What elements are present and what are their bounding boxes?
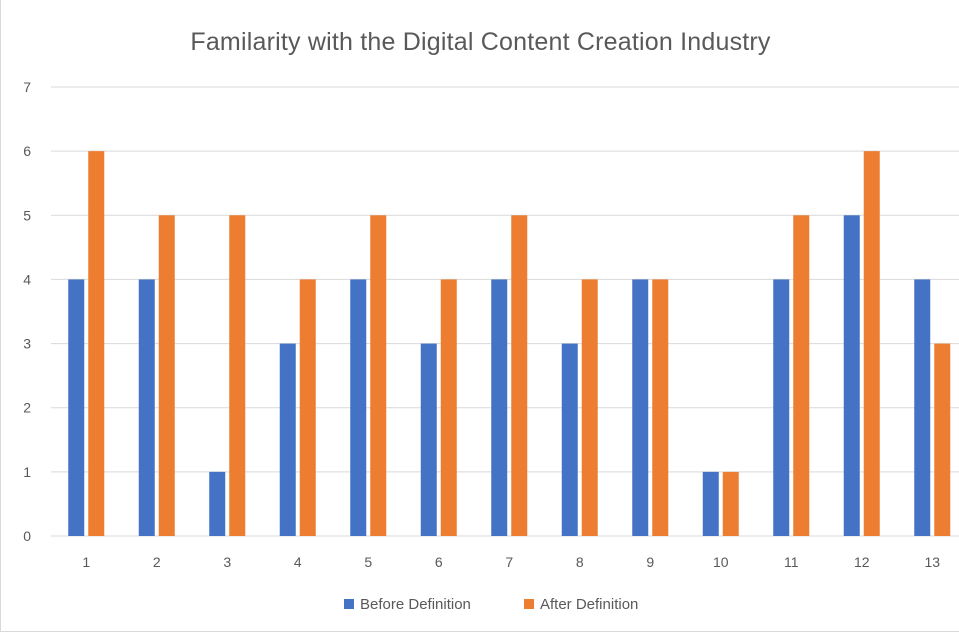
- x-tick-label: 3: [223, 554, 231, 570]
- x-tick-label: 6: [435, 554, 443, 570]
- legend-label-after: After Definition: [540, 596, 638, 613]
- y-tick-label: 6: [23, 143, 31, 159]
- legend-swatch-after: [524, 599, 534, 609]
- bar-after-definition: [511, 215, 528, 537]
- bar-before-definition: [843, 215, 860, 537]
- y-tick-label: 0: [23, 528, 31, 544]
- bar-before-definition: [632, 279, 649, 536]
- bar-after-definition: [722, 471, 739, 536]
- bar-before-definition: [68, 279, 85, 536]
- x-tick-label: 1: [82, 554, 90, 570]
- x-tick-label: 8: [576, 554, 584, 570]
- bar-after-definition: [370, 215, 387, 537]
- bar-before-definition: [773, 279, 790, 536]
- bar-before-definition: [279, 343, 296, 536]
- y-tick-label: 4: [23, 271, 31, 287]
- bar-before-definition: [209, 471, 226, 536]
- bar-before-definition: [350, 279, 367, 536]
- bars: [68, 151, 951, 537]
- bar-before-definition: [914, 279, 931, 536]
- x-tick-label: 10: [713, 554, 729, 570]
- legend-swatch-before: [344, 599, 354, 609]
- bar-after-definition: [581, 279, 598, 536]
- y-tick-label: 5: [23, 207, 31, 223]
- bar-after-definition: [793, 215, 810, 537]
- x-tick-label: 4: [294, 554, 302, 570]
- bar-after-definition: [229, 215, 246, 537]
- bar-after-definition: [863, 151, 880, 536]
- bar-before-definition: [491, 279, 508, 536]
- x-tick-label: 12: [854, 554, 870, 570]
- x-tick-label: 5: [364, 554, 372, 570]
- bar-after-definition: [934, 343, 951, 536]
- chart-title: Familarity with the Digital Content Crea…: [190, 28, 771, 56]
- bar-after-definition: [652, 279, 669, 536]
- bar-after-definition: [440, 279, 457, 536]
- y-tick-label: 1: [23, 464, 31, 480]
- bar-after-definition: [158, 215, 175, 537]
- y-tick-label: 7: [23, 79, 31, 95]
- bar-before-definition: [420, 343, 437, 536]
- x-tick-label: 11: [784, 554, 799, 570]
- legend-label-before: Before Definition: [360, 596, 471, 613]
- legend: Before Definition After Definition: [344, 596, 638, 613]
- x-tick-label: 9: [646, 554, 654, 570]
- x-tick-label: 7: [505, 554, 513, 570]
- x-tick-label: 2: [153, 554, 161, 570]
- x-tick-label: 13: [924, 554, 940, 570]
- y-tick-label: 3: [23, 336, 31, 352]
- y-tick-label: 2: [23, 400, 31, 416]
- bar-before-definition: [138, 279, 155, 536]
- bar-after-definition: [299, 279, 316, 536]
- bar-before-definition: [702, 471, 719, 536]
- bar-after-definition: [88, 151, 105, 536]
- bar-before-definition: [561, 343, 578, 536]
